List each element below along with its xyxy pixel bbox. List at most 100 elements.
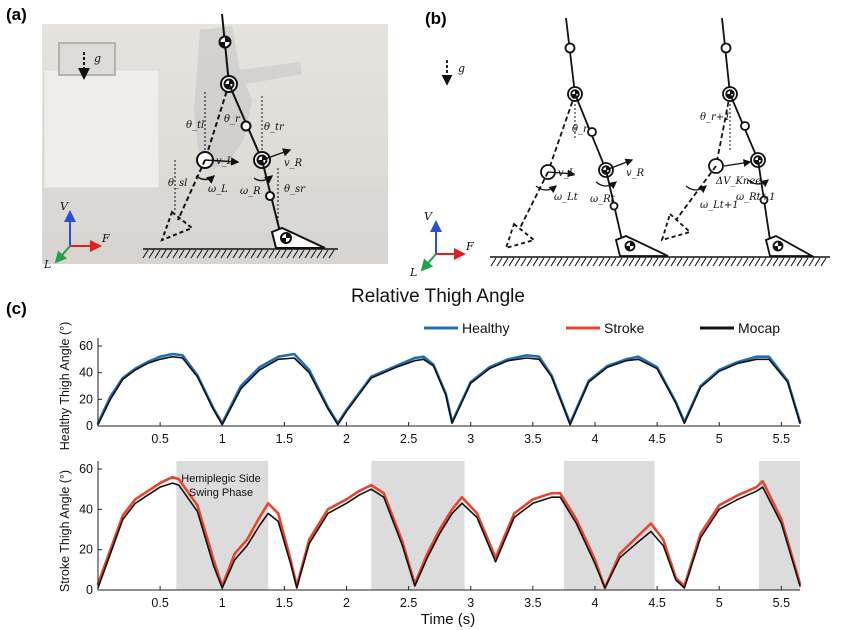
y-tick-label: 60 (79, 339, 93, 353)
label-theta-r-a: θ_r (224, 114, 241, 125)
ground-hatch-mark (748, 257, 755, 267)
axis-l-label-a: L (43, 258, 51, 271)
ground-hatch-mark (196, 249, 203, 259)
label-v-l-b: v_L (558, 168, 576, 179)
x-tick-label: 5.5 (773, 596, 790, 610)
healthy-chart-ylabel: Healthy Thigh Angle (°) (58, 322, 72, 450)
legend: Healthy Stroke Mocap (424, 320, 780, 336)
y-tick-label: 40 (79, 366, 93, 380)
healthy-chart-series (96, 352, 802, 426)
ground-hatch-mark (796, 257, 803, 267)
ground-hatch-mark (214, 249, 221, 259)
x-tick-label: 5 (716, 432, 723, 446)
ground-hatch-mark (274, 249, 281, 259)
gravity-label-a: g (94, 52, 101, 65)
x-tick-label: 3 (467, 432, 474, 446)
ground-hatch-mark (160, 249, 167, 259)
ground-hatch-mark (502, 257, 509, 267)
ground-hatch-mark (694, 257, 701, 267)
ground-hatch-mark (676, 257, 683, 267)
ground-hatch-mark (496, 257, 503, 267)
ground-hatch-mark (568, 257, 575, 267)
panel-b-ground-hatch (490, 257, 827, 267)
series-line-stroke (96, 475, 802, 590)
x-tick-label: 1 (219, 596, 226, 610)
ground-hatch-mark (760, 257, 767, 267)
ground-hatch-mark (250, 249, 257, 259)
ground-hatch-mark (640, 257, 647, 267)
ground-hatch-mark (532, 257, 539, 267)
ground-hatch-mark (220, 249, 227, 259)
gravity-label-b: g (458, 62, 465, 75)
ground-hatch-mark (736, 257, 743, 267)
x-tick-label: 5.5 (773, 432, 790, 446)
ground-hatch-mark (700, 257, 707, 267)
label-omega-r-a: ω_R (240, 186, 261, 197)
x-tick-label: 2.5 (400, 432, 417, 446)
ground-hatch-mark (316, 249, 323, 259)
axis-f-label-a: F (101, 232, 110, 245)
label-theta-tr: θ_tr (264, 122, 285, 133)
ground-hatch-mark (208, 249, 215, 259)
ground-hatch-mark (664, 257, 671, 267)
x-tick-label: 4.5 (648, 596, 665, 610)
label-omega-rt: ω_Rt (590, 194, 616, 205)
ground-hatch-mark (286, 249, 293, 259)
legend-label-stroke: Stroke (604, 320, 645, 336)
ground-hatch-mark (520, 257, 527, 267)
label-v-r-a: v_R (284, 158, 303, 169)
ground-hatch-mark (256, 249, 263, 259)
ground-hatch-mark (490, 257, 497, 267)
ground-hatch-mark (184, 249, 191, 259)
x-tick-label: 4.5 (648, 432, 665, 446)
stroke-chart-shading (176, 461, 800, 590)
stroke-chart-axes: 0 20 40 60 0.5 1 1.5 2 2.5 3 3.5 4 4.5 5 5.5 (79, 461, 800, 610)
ground-hatch-mark (634, 257, 641, 267)
ground-hatch-mark (166, 249, 173, 259)
ground-hatch-mark (310, 249, 317, 259)
label-omega-l-a: ω_L (208, 184, 228, 195)
ground-hatch-mark (292, 249, 299, 259)
ground-hatch-mark (586, 257, 593, 267)
y-tick-label: 0 (86, 419, 93, 433)
y-tick-label: 0 (86, 583, 93, 597)
ground-hatch-mark (610, 257, 617, 267)
ground-hatch-mark (580, 257, 587, 267)
label-dv-knee: ΔV_Knee (715, 176, 761, 187)
ground-hatch-mark (190, 249, 197, 259)
ground-hatch-mark (682, 257, 689, 267)
ground-hatch-mark (202, 249, 209, 259)
swing-phase-shade (758, 461, 800, 590)
ground-hatch-mark (790, 257, 797, 267)
panel-label-c: (c) (6, 299, 27, 318)
panel-b-diagram (441, 17, 830, 258)
x-tick-label: 2 (343, 596, 350, 610)
ground-hatch-mark (544, 257, 551, 267)
label-v-l-a: v_L (216, 156, 234, 167)
ground-hatch-mark (562, 257, 569, 267)
label-v-r-b: v_R (626, 168, 645, 179)
ground-hatch-mark (604, 257, 611, 267)
ground-hatch-mark (706, 257, 713, 267)
ground-hatch-mark (652, 257, 659, 267)
ground-hatch-mark (514, 257, 521, 267)
legend-label-healthy: Healthy (462, 320, 509, 336)
ground-hatch-mark (178, 249, 185, 259)
ground-hatch-mark (712, 257, 719, 267)
label-omega-lt: ω_Lt (554, 192, 579, 203)
x-tick-label: 1 (219, 432, 226, 446)
hemiplegic-annotation-line1: Hemiplegic Side (181, 473, 260, 485)
swing-phase-shade (371, 461, 465, 590)
ground-hatch-mark (766, 257, 773, 267)
ground-hatch-mark (328, 249, 335, 259)
ground-hatch-mark (268, 249, 275, 259)
healthy-chart-axes: 0 20 40 60 0.5 1 1.5 2 2.5 3 3.5 4 4.5 5 5.5 (79, 338, 800, 446)
x-tick-label: 3.5 (524, 596, 541, 610)
y-tick-label: 20 (79, 543, 93, 557)
axis-f-label-b: F (465, 240, 474, 253)
ground-hatch-mark (802, 257, 809, 267)
x-tick-label: 4 (592, 432, 599, 446)
ground-hatch-mark (226, 249, 233, 259)
axis-v-label-a: V (60, 200, 69, 213)
